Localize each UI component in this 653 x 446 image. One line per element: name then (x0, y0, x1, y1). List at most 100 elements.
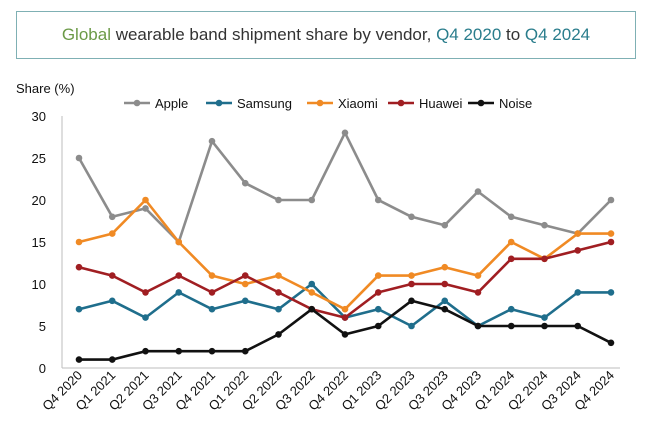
y-tick-label: 30 (32, 109, 46, 124)
y-tick-label: 5 (39, 319, 46, 334)
data-point-apple (441, 221, 449, 229)
data-point-noise (308, 305, 316, 313)
data-point-xiaomi (341, 305, 349, 313)
data-point-huawei (341, 314, 349, 321)
data-point-samsung (574, 289, 582, 296)
legend-marker-xiaomi (316, 99, 324, 107)
data-point-xiaomi (507, 238, 515, 246)
data-point-apple (108, 213, 116, 221)
data-point-apple (142, 205, 149, 212)
data-point-huawei (108, 272, 116, 279)
data-point-huawei (541, 255, 548, 263)
legend-label-apple: Apple (155, 96, 188, 111)
chart-title: Global wearable band shipment share by v… (16, 11, 636, 59)
title-end-quarter: Q4 2024 (524, 25, 591, 44)
data-point-apple (507, 213, 515, 221)
title-middle: wearable band shipment share by vendor, (110, 25, 437, 44)
data-point-apple (408, 213, 415, 221)
data-point-samsung (541, 314, 548, 321)
data-point-noise (75, 356, 83, 363)
data-point-samsung (241, 297, 249, 305)
data-point-noise (607, 339, 615, 347)
data-point-xiaomi (142, 196, 149, 204)
legend-marker-huawei (397, 99, 405, 107)
data-point-xiaomi (408, 272, 415, 279)
data-point-noise (108, 356, 116, 363)
data-point-xiaomi (574, 230, 582, 237)
data-point-samsung (374, 305, 382, 313)
legend-marker-noise (477, 99, 485, 107)
data-point-samsung (208, 305, 216, 313)
data-point-apple (541, 221, 548, 229)
data-point-xiaomi (208, 272, 216, 279)
data-point-samsung (75, 305, 83, 313)
data-point-noise (408, 297, 415, 305)
data-point-noise (474, 322, 482, 330)
data-point-xiaomi (175, 238, 183, 246)
data-point-noise (341, 331, 349, 338)
data-point-apple (374, 196, 382, 204)
data-point-xiaomi (75, 238, 83, 246)
data-point-xiaomi (374, 272, 382, 279)
data-point-noise (441, 305, 449, 313)
data-point-noise (574, 322, 582, 330)
data-point-apple (474, 188, 482, 195)
data-point-huawei (507, 255, 515, 263)
data-point-huawei (441, 280, 449, 288)
y-tick-label: 25 (32, 151, 46, 166)
title-to: to (501, 25, 525, 44)
data-point-samsung (441, 297, 449, 305)
data-point-noise (374, 322, 382, 330)
data-point-huawei (408, 280, 415, 288)
data-point-huawei (75, 263, 83, 271)
data-point-huawei (175, 272, 183, 279)
legend-marker-apple (133, 99, 141, 107)
legend-label-huawei: Huawei (419, 96, 462, 111)
legend-label-noise: Noise (499, 96, 532, 111)
data-point-huawei (208, 289, 216, 296)
data-point-samsung (408, 322, 415, 330)
title-global: Global (61, 25, 111, 44)
data-point-noise (507, 322, 515, 330)
data-point-noise (208, 347, 216, 355)
data-point-samsung (108, 297, 116, 305)
data-point-samsung (275, 305, 282, 313)
data-point-apple (607, 196, 615, 204)
data-point-xiaomi (275, 272, 282, 279)
data-point-noise (241, 347, 249, 355)
data-point-apple (241, 179, 249, 187)
data-point-apple (341, 129, 349, 137)
y-tick-label: 0 (39, 361, 46, 376)
legend-label-xiaomi: Xiaomi (338, 96, 378, 111)
y-tick-label: 20 (32, 193, 46, 208)
data-point-xiaomi (108, 230, 116, 237)
data-point-huawei (574, 247, 582, 254)
data-point-apple (208, 137, 216, 145)
y-tick-label: 15 (32, 235, 46, 250)
data-point-samsung (308, 280, 316, 288)
series-line-xiaomi (78, 198, 611, 311)
data-point-huawei (241, 272, 249, 279)
y-tick-label: 10 (32, 277, 46, 292)
data-point-xiaomi (474, 272, 482, 279)
legend-label-samsung: Samsung (237, 96, 292, 111)
data-point-samsung (607, 289, 615, 296)
data-point-huawei (607, 238, 615, 246)
legend-marker-samsung (215, 99, 223, 107)
data-point-apple (308, 196, 316, 204)
title-start-quarter: Q4 2020 (436, 25, 502, 44)
data-point-xiaomi (607, 230, 615, 237)
data-point-huawei (474, 289, 482, 296)
data-point-apple (275, 196, 282, 204)
series-line-apple (77, 131, 612, 244)
data-point-noise (275, 331, 282, 338)
data-point-noise (541, 322, 548, 330)
data-point-noise (175, 347, 183, 355)
data-point-xiaomi (308, 289, 316, 296)
data-point-huawei (142, 289, 149, 296)
y-axis-label: Share (%) (16, 81, 75, 96)
data-point-huawei (275, 289, 282, 296)
data-point-xiaomi (241, 280, 249, 288)
data-point-samsung (507, 305, 515, 313)
